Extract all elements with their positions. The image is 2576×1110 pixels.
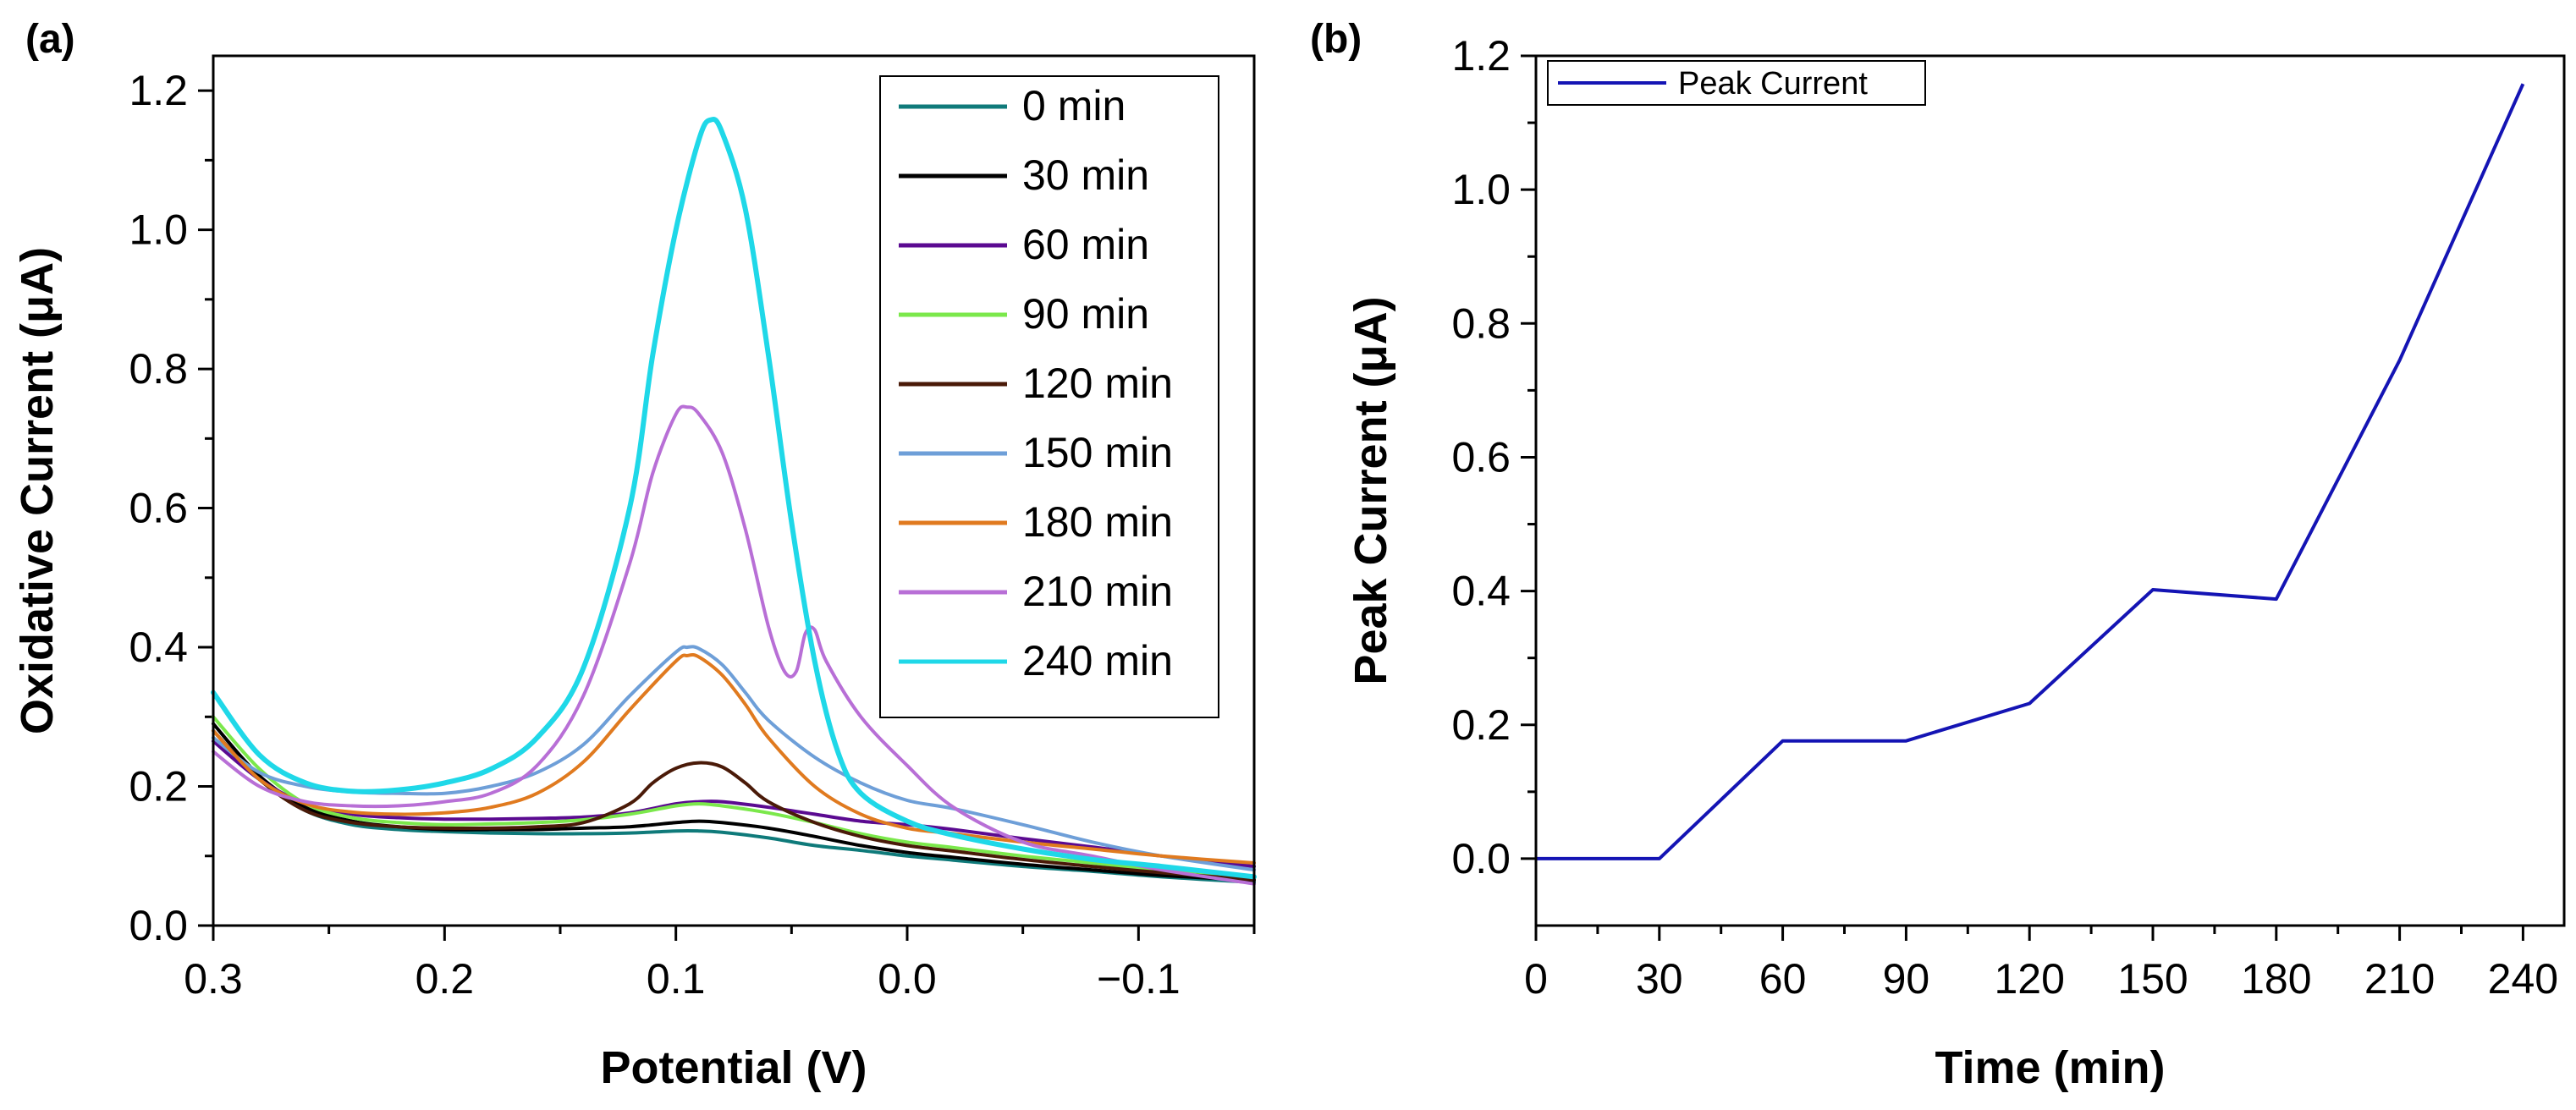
legend-label: 210 min: [1022, 568, 1173, 615]
a-x-tick-label: 0.0: [878, 955, 937, 1003]
b-y-tick-label: 0.2: [1451, 701, 1511, 749]
b-y-tick-label: 0.4: [1451, 568, 1511, 615]
b-x-tick-label: 0: [1524, 955, 1548, 1003]
legend-label: 90 min: [1022, 290, 1149, 338]
series-line-120-min: [212, 728, 1256, 882]
a-y-tick-label: 1.2: [129, 67, 188, 114]
panel-a-x-axis-title: Potential (V): [600, 1042, 867, 1093]
panel-a-ticks: 0.3 0.2 0.1 0.0 −0.1 0.0 0.2 0.4 0.6 0.8 1.0 1.2: [129, 67, 1256, 1003]
series-line-peak-current: [1536, 83, 2525, 860]
b-y-tick-label: 0.8: [1451, 299, 1511, 347]
panel-a-y-axis-title: Oxidative Current (μA): [12, 247, 63, 734]
b-y-tick-label: 0.6: [1451, 433, 1511, 481]
a-y-tick-label: 0.6: [129, 485, 188, 532]
b-x-tick-label: 60: [1759, 955, 1807, 1003]
a-y-tick-label: 0.2: [129, 763, 188, 811]
a-y-tick-label: 1.0: [129, 206, 188, 254]
legend-label: 180 min: [1022, 498, 1173, 546]
legend-label: 150 min: [1022, 429, 1173, 476]
series-line-0-min: [212, 736, 1256, 884]
panel-a-plot-frame: [212, 54, 1256, 927]
panel-b-chart: (b) 0 30 60 90 120 150 180 210 240 0.0 0.2 0.4 0.6 0.…: [1310, 17, 2566, 1093]
legend-label: 60 min: [1022, 221, 1149, 268]
b-x-tick-label: 90: [1883, 955, 1930, 1003]
a-y-tick-label: 0.8: [129, 345, 188, 393]
b-y-tick-label: 1.2: [1451, 32, 1511, 80]
a-y-tick-label: 0.0: [129, 902, 188, 949]
panel-a-label: (a): [25, 17, 75, 62]
series-line-90-min: [212, 715, 1256, 879]
series-line-240-min: [211, 116, 1257, 880]
panel-a-legend: 0 min 30 min 60 min 90 min 120 min 150 min 180…: [879, 75, 1219, 718]
panel-b-series-group: [1535, 83, 2525, 860]
panel-a-chart: (a) 0.3 0.2 0.1 0.0 −0.1 0.0 0.2 0.4 0.6 0.8 1.0 1.…: [12, 17, 1257, 1093]
panel-b-legend: Peak Current: [1547, 60, 1926, 106]
series-line-180-min: [212, 652, 1256, 865]
a-x-tick-label: −0.1: [1097, 955, 1181, 1003]
b-x-tick-label: 120: [1994, 955, 2064, 1003]
a-x-tick-label: 0.3: [184, 955, 243, 1003]
a-x-tick-label: 0.2: [416, 955, 475, 1003]
a-y-tick-label: 0.4: [129, 624, 188, 671]
legend-label: 240 min: [1022, 637, 1173, 684]
legend-box: [879, 75, 1219, 718]
legend-label: 120 min: [1022, 360, 1173, 407]
panel-b-label: (b): [1310, 17, 1362, 62]
b-y-tick-label: 0.0: [1451, 835, 1511, 882]
legend-label: 0 min: [1022, 82, 1126, 129]
b-x-tick-label: 240: [2488, 955, 2558, 1003]
panel-b-y-axis-title: Peak Current (μA): [1346, 296, 1396, 684]
panel-a-series-group: [211, 116, 1257, 886]
series-line-60-min: [212, 739, 1256, 869]
a-x-tick-label: 0.1: [647, 955, 706, 1003]
legend-label: Peak Current: [1678, 66, 1868, 102]
panel-b-x-axis-title: Time (min): [1935, 1042, 2165, 1093]
b-x-tick-label: 210: [2364, 955, 2435, 1003]
legend-label: 30 min: [1022, 151, 1149, 199]
panel-b-ticks: 0 30 60 90 120 150 180 210 240 0.0 0.2 0.4 0.6 0.8 1.0…: [1451, 32, 2558, 1003]
panel-b-plot-frame: [1534, 54, 2566, 927]
series-line-210-min: [212, 404, 1256, 886]
b-x-tick-label: 150: [2117, 955, 2188, 1003]
series-line-150-min: [212, 645, 1256, 872]
b-x-tick-label: 180: [2241, 955, 2311, 1003]
b-x-tick-label: 30: [1636, 955, 1683, 1003]
b-y-tick-label: 1.0: [1451, 166, 1511, 213]
